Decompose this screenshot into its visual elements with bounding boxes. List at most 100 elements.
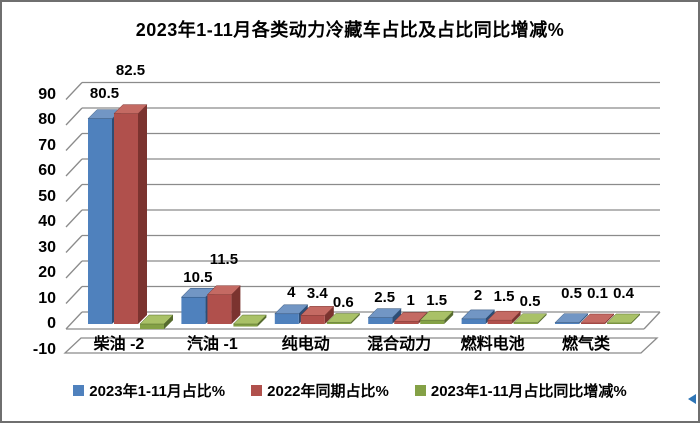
data-label: 82.5 <box>115 61 146 79</box>
category-label: 燃料电池 <box>460 336 525 353</box>
bar-top <box>486 310 522 321</box>
legend-label: 2022年同期占比% <box>267 383 389 400</box>
legend-label: 2023年1-11月占比同比增减% <box>430 383 627 400</box>
y-axis-label: 40 <box>38 213 56 230</box>
bar-side <box>231 285 241 324</box>
bar-front <box>581 323 605 324</box>
legend-label: 2023年1-11月占比% <box>89 383 226 400</box>
bar-front <box>326 322 351 324</box>
y-axis-label: 0 <box>47 315 56 332</box>
category-label: 纯电动 <box>281 336 330 353</box>
bar-front <box>461 318 486 324</box>
data-label: 10.5 <box>183 269 213 287</box>
data-label: 1.5 <box>493 288 515 306</box>
category-label: 燃气类 <box>561 336 611 353</box>
bar-front <box>207 294 232 324</box>
axis-tick-diagonal <box>65 286 83 304</box>
bar-side <box>164 315 173 330</box>
data-label: 1.5 <box>426 292 448 310</box>
legend-swatch-red <box>251 385 263 396</box>
axis-tick-diagonal <box>65 311 83 330</box>
bar-top <box>554 313 589 323</box>
category-label: 柴油 -2 <box>93 336 145 353</box>
bar-top <box>139 314 174 325</box>
bar-top <box>460 309 496 320</box>
bar-front <box>555 322 579 324</box>
bar-front <box>487 320 512 324</box>
chart-title: 2023年1-11月各类动力冷藏车占比及占比同比增减% <box>135 20 565 40</box>
category-label: 混合动力 <box>367 336 432 353</box>
bar-top <box>206 285 242 295</box>
data-label: 0.1 <box>587 285 608 302</box>
chart-legend: 2023年1-11月占比% 2022年同期占比% 2023年1-11月占比同比增… <box>2 380 698 401</box>
legend-item-2022-share: 2022年同期占比% <box>251 380 389 401</box>
bar-front <box>368 317 393 324</box>
axis-tick-diagonal <box>65 107 83 126</box>
legend-swatch-blue <box>73 385 85 396</box>
axis-tick-diagonal <box>65 82 83 100</box>
data-label: 0.6 <box>332 294 354 312</box>
axis-tick-diagonal <box>65 184 83 202</box>
y-axis-label: 50 <box>38 187 56 205</box>
bar-front <box>300 315 325 324</box>
bar-top <box>512 313 548 323</box>
axis-tick-diagonal <box>65 260 83 279</box>
bar-side <box>392 308 402 324</box>
bar-top <box>580 313 615 324</box>
y-axis-label: 20 <box>38 264 56 281</box>
bar-side <box>350 313 360 324</box>
bar-top <box>393 312 428 322</box>
bar-front <box>114 113 138 324</box>
bar-top <box>300 306 335 316</box>
bar-front <box>513 322 538 324</box>
y-axis-label: 10 <box>38 289 56 307</box>
bar-front <box>181 297 206 324</box>
bar-front <box>607 322 631 324</box>
bar-side <box>324 306 334 324</box>
data-label: 1 <box>406 292 415 310</box>
legend-swatch-green <box>414 385 426 396</box>
bar-front <box>394 321 419 324</box>
data-label: 0.4 <box>613 284 634 302</box>
bar-top <box>232 314 268 325</box>
bar-top <box>113 104 148 114</box>
bar-front <box>274 313 299 324</box>
y-axis-label: 70 <box>38 136 56 154</box>
data-label: 4 <box>287 283 296 301</box>
category-axis-band <box>63 337 659 354</box>
bar-top <box>419 310 454 321</box>
floor-right-edge <box>643 311 661 330</box>
bar-side <box>138 104 147 324</box>
bar-front <box>420 320 445 324</box>
legend-item-2023-share: 2023年1-11月占比% <box>73 380 225 401</box>
bar-side <box>444 311 454 324</box>
bar-front <box>88 118 112 324</box>
bar-side <box>511 311 521 324</box>
data-label: 2 <box>473 286 483 304</box>
y-axis-label: -10 <box>32 340 56 358</box>
bar-top <box>274 304 309 315</box>
axis-tick-diagonal <box>65 158 83 177</box>
y-axis-label: 90 <box>38 85 56 103</box>
axis-tick-diagonal <box>65 235 83 253</box>
legend-item-yoy-change: 2023年1-11月占比同比增减% <box>414 380 627 401</box>
data-label: 80.5 <box>89 84 120 102</box>
cursor-artifact <box>688 394 696 404</box>
category-label: 汽油 -1 <box>187 336 238 353</box>
bar-side <box>257 315 267 327</box>
data-label: 11.5 <box>209 250 239 268</box>
y-axis-label: 30 <box>38 238 56 256</box>
data-label: 0.5 <box>519 292 541 310</box>
axis-tick-diagonal <box>65 209 83 228</box>
axis-tick-diagonal <box>65 133 83 151</box>
y-axis-label: 80 <box>38 111 56 128</box>
data-label: 3.4 <box>306 285 328 303</box>
data-label: 2.5 <box>374 288 396 306</box>
bar-front <box>140 324 164 330</box>
bar-top <box>326 313 361 323</box>
bar-top <box>606 313 641 324</box>
y-axis-label: 60 <box>38 162 56 179</box>
bar-front <box>233 324 258 327</box>
